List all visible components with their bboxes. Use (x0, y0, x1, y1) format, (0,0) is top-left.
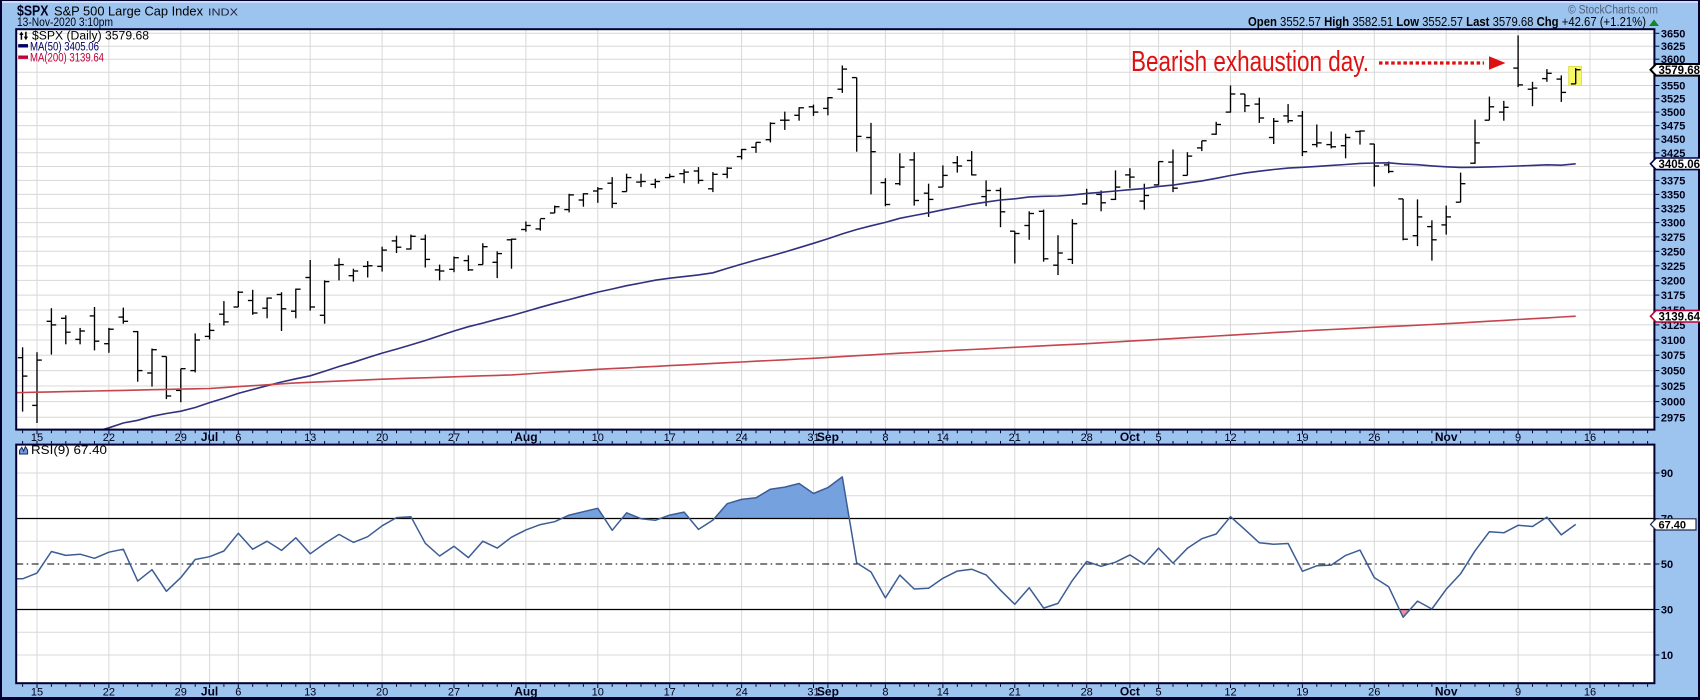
svg-text:28: 28 (1081, 432, 1093, 444)
svg-text:19: 19 (1296, 687, 1308, 699)
svg-text:31: 31 (807, 432, 819, 444)
svg-text:28: 28 (1081, 687, 1093, 699)
svg-text:26: 26 (1368, 432, 1380, 444)
svg-text:26: 26 (1368, 687, 1380, 699)
svg-text:Bearish exhaustion day.: Bearish exhaustion day. (1131, 46, 1369, 78)
svg-text:3050: 3050 (1661, 366, 1685, 378)
svg-text:3200: 3200 (1661, 275, 1685, 287)
svg-text:16: 16 (1584, 432, 1596, 444)
svg-text:Jul: Jul (201, 685, 218, 699)
svg-text:3550: 3550 (1661, 81, 1685, 93)
svg-text:27: 27 (448, 687, 460, 699)
svg-text:8: 8 (882, 687, 888, 699)
svg-text:67.40: 67.40 (1659, 520, 1687, 532)
svg-text:2975: 2975 (1661, 412, 1685, 424)
svg-text:24: 24 (735, 432, 747, 444)
svg-text:10: 10 (592, 432, 604, 444)
svg-text:3650: 3650 (1661, 28, 1685, 40)
svg-text:29: 29 (175, 687, 187, 699)
svg-text:3405.06: 3405.06 (1659, 159, 1700, 171)
svg-text:29: 29 (175, 432, 187, 444)
svg-text:Aug: Aug (514, 430, 537, 444)
svg-text:3300: 3300 (1661, 218, 1685, 230)
svg-text:20: 20 (376, 432, 388, 444)
svg-text:Jul: Jul (201, 430, 218, 444)
svg-text:13: 13 (304, 687, 316, 699)
svg-text:21: 21 (1009, 432, 1021, 444)
svg-text:3125: 3125 (1661, 320, 1685, 332)
svg-text:50: 50 (1661, 559, 1673, 571)
svg-text:3450: 3450 (1661, 134, 1685, 146)
svg-text:Nov: Nov (1435, 685, 1458, 699)
svg-text:22: 22 (103, 687, 115, 699)
svg-text:8: 8 (882, 432, 888, 444)
svg-text:10: 10 (1661, 650, 1673, 662)
svg-text:3525: 3525 (1661, 94, 1685, 106)
svg-text:12: 12 (1224, 687, 1236, 699)
svg-text:MA(200) 3139.64: MA(200) 3139.64 (30, 53, 104, 65)
svg-text:12: 12 (1224, 432, 1236, 444)
svg-text:20: 20 (376, 687, 388, 699)
svg-text:Open 3552.57 High 3582.51 Low: Open 3552.57 High 3582.51 Low 3552.57 La… (1248, 15, 1646, 29)
svg-text:3025: 3025 (1661, 381, 1685, 393)
svg-text:30: 30 (1661, 605, 1673, 617)
svg-text:15: 15 (31, 432, 43, 444)
svg-text:17: 17 (664, 432, 676, 444)
svg-text:Oct: Oct (1120, 685, 1140, 699)
svg-text:6: 6 (235, 432, 241, 444)
svg-text:6: 6 (235, 687, 241, 699)
svg-text:Aug: Aug (514, 685, 537, 699)
svg-text:14: 14 (937, 687, 949, 699)
svg-text:$SPX (Daily) 3579.68: $SPX (Daily) 3579.68 (32, 30, 149, 42)
svg-text:RSI(9) 67.40: RSI(9) 67.40 (31, 443, 107, 457)
svg-text:5: 5 (1156, 432, 1162, 444)
svg-text:3500: 3500 (1661, 107, 1685, 119)
svg-text:21: 21 (1009, 687, 1021, 699)
svg-text:3375: 3375 (1661, 175, 1685, 187)
svg-text:17: 17 (664, 687, 676, 699)
svg-text:3000: 3000 (1661, 397, 1685, 409)
svg-text:3250: 3250 (1661, 246, 1685, 258)
svg-text:19: 19 (1296, 432, 1308, 444)
svg-text:S&P 500 Large Cap Index: S&P 500 Large Cap Index (54, 5, 204, 19)
svg-text:INDX: INDX (208, 7, 238, 19)
svg-text:© StockCharts.com: © StockCharts.com (1568, 5, 1658, 17)
svg-text:15: 15 (31, 687, 43, 699)
svg-text:13: 13 (304, 432, 316, 444)
svg-text:MA(50) 3405.06: MA(50) 3405.06 (30, 41, 99, 53)
svg-text:10: 10 (592, 687, 604, 699)
svg-text:$SPX: $SPX (17, 4, 49, 20)
svg-text:3475: 3475 (1661, 121, 1685, 133)
svg-text:3600: 3600 (1661, 54, 1685, 66)
svg-text:Sep: Sep (817, 685, 839, 699)
svg-text:5: 5 (1156, 687, 1162, 699)
svg-text:3275: 3275 (1661, 232, 1685, 244)
svg-text:31: 31 (807, 687, 819, 699)
svg-text:14: 14 (937, 432, 949, 444)
svg-text:3075: 3075 (1661, 350, 1685, 362)
svg-text:Nov: Nov (1435, 430, 1458, 444)
svg-text:3350: 3350 (1661, 189, 1685, 201)
svg-text:24: 24 (735, 687, 747, 699)
svg-text:3225: 3225 (1661, 261, 1685, 273)
svg-text:22: 22 (103, 432, 115, 444)
svg-text:90: 90 (1661, 468, 1673, 480)
svg-text:3139.64: 3139.64 (1659, 311, 1700, 323)
svg-text:Sep: Sep (817, 430, 839, 444)
svg-text:9: 9 (1515, 687, 1521, 699)
svg-text:9: 9 (1515, 432, 1521, 444)
svg-text:16: 16 (1584, 687, 1596, 699)
svg-text:3175: 3175 (1661, 290, 1685, 302)
svg-text:27: 27 (448, 432, 460, 444)
svg-text:3425: 3425 (1661, 148, 1685, 160)
svg-text:3100: 3100 (1661, 335, 1685, 347)
svg-text:Oct: Oct (1120, 430, 1140, 444)
svg-text:3579.68: 3579.68 (1659, 65, 1700, 77)
svg-text:3325: 3325 (1661, 203, 1685, 215)
svg-text:3625: 3625 (1661, 41, 1685, 53)
svg-text:13-Nov-2020 3:10pm: 13-Nov-2020 3:10pm (17, 17, 113, 29)
